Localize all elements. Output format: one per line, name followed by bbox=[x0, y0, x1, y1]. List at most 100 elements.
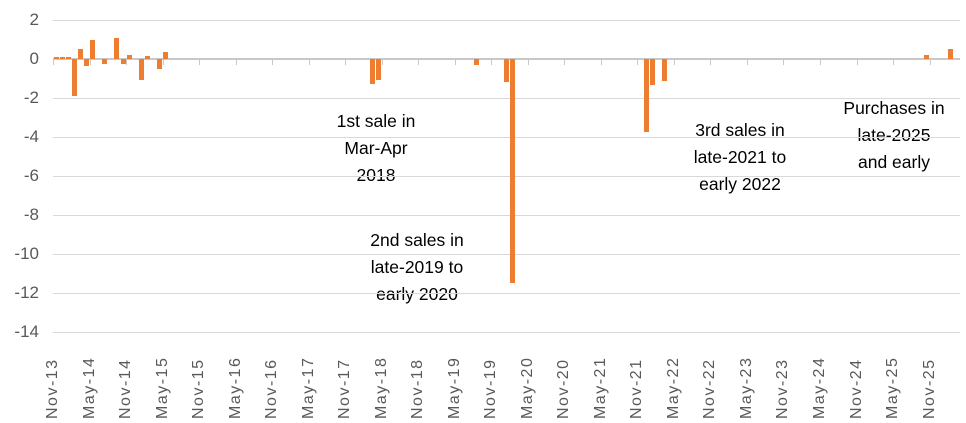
y-axis-label: -2 bbox=[23, 88, 39, 107]
bar bbox=[144, 56, 150, 59]
axis-tick bbox=[893, 60, 895, 65]
axis-tick bbox=[600, 60, 602, 65]
bar bbox=[157, 59, 163, 69]
axis-tick bbox=[418, 60, 420, 65]
axis-tick bbox=[637, 60, 639, 65]
x-axis-label: Nov-18 bbox=[409, 358, 427, 419]
axis-tick bbox=[308, 60, 310, 65]
gridline bbox=[53, 20, 960, 21]
x-axis-label: Nov-24 bbox=[847, 358, 865, 419]
axis-tick bbox=[235, 60, 237, 65]
annotation-first-sale: 1st sale in Mar-Apr 2018 bbox=[266, 108, 486, 189]
annotation-line: 3rd sales in bbox=[695, 120, 785, 140]
x-axis-label: Nov-21 bbox=[628, 358, 646, 419]
bar bbox=[71, 59, 77, 97]
gridline bbox=[53, 98, 960, 99]
bar bbox=[163, 52, 169, 59]
y-axis-label: -4 bbox=[23, 127, 39, 146]
axis-tick bbox=[491, 60, 493, 65]
annotation-line: early 2022 bbox=[699, 174, 781, 194]
bar bbox=[102, 59, 108, 64]
x-axis-label: Nov-22 bbox=[701, 358, 719, 419]
bar bbox=[924, 55, 930, 59]
y-axis-label: -8 bbox=[23, 205, 39, 224]
bar bbox=[59, 57, 65, 59]
x-axis-label: May-24 bbox=[810, 356, 828, 419]
y-axis-label: -14 bbox=[14, 322, 39, 341]
bar bbox=[504, 59, 509, 83]
annotation-line: late-2025 bbox=[857, 125, 931, 145]
axis-tick bbox=[381, 60, 383, 65]
gridline bbox=[53, 332, 960, 333]
bar bbox=[138, 59, 144, 81]
annotation-line: Mar-Apr bbox=[344, 138, 408, 158]
annotation-second-sales: 2nd sales in late-2019 to early 2020 bbox=[307, 227, 527, 308]
x-axis-label: Nov-17 bbox=[336, 358, 354, 419]
annotation-line: late-2021 to bbox=[693, 147, 787, 167]
x-axis-label: May-20 bbox=[518, 356, 536, 419]
annotation-line: Purchases in bbox=[843, 98, 945, 118]
gridline bbox=[53, 254, 960, 255]
bar bbox=[53, 57, 59, 59]
axis-tick bbox=[819, 60, 821, 65]
x-axis-label: May-17 bbox=[299, 356, 317, 419]
axis-tick bbox=[199, 60, 201, 65]
annotation-line: and early bbox=[858, 152, 930, 172]
bar bbox=[90, 39, 96, 59]
axis-tick bbox=[162, 60, 164, 65]
annotation-line: 2nd sales in bbox=[370, 230, 464, 250]
x-axis-label: Nov-19 bbox=[482, 358, 500, 419]
annotation-line: 1st sale in bbox=[336, 111, 416, 131]
x-axis-label: May-25 bbox=[884, 356, 902, 419]
bar bbox=[376, 59, 382, 81]
bar bbox=[650, 59, 656, 86]
x-axis-label: May-16 bbox=[226, 356, 244, 419]
bar bbox=[65, 57, 71, 59]
bar bbox=[77, 49, 83, 59]
annotation-third-sales: 3rd sales in late-2021 to early 2022 bbox=[630, 117, 850, 198]
x-axis-label: Nov-13 bbox=[44, 358, 61, 419]
axis-tick bbox=[126, 60, 128, 65]
bar bbox=[510, 59, 516, 284]
axis-tick bbox=[564, 60, 566, 65]
bar bbox=[370, 59, 376, 85]
axis-tick bbox=[345, 60, 347, 65]
bar bbox=[662, 59, 668, 82]
x-axis-label: Nov-23 bbox=[774, 358, 792, 419]
x-axis-label: Nov-20 bbox=[555, 358, 573, 419]
bar bbox=[948, 49, 954, 59]
gridline bbox=[53, 176, 960, 177]
annotation-line: early 2020 bbox=[376, 284, 458, 304]
annotation-line: late-2019 to bbox=[370, 257, 464, 277]
annotation-line: 2018 bbox=[356, 165, 396, 185]
axis-tick bbox=[527, 60, 529, 65]
axis-tick bbox=[929, 60, 931, 65]
axis-tick bbox=[89, 60, 91, 65]
bar bbox=[644, 59, 649, 133]
x-axis-label: May-22 bbox=[664, 356, 682, 419]
axis-tick bbox=[673, 60, 675, 65]
axis-tick bbox=[454, 60, 456, 65]
bar bbox=[126, 55, 132, 59]
axis-tick bbox=[783, 60, 785, 65]
axis-tick bbox=[856, 60, 858, 65]
x-axis-label: May-15 bbox=[153, 356, 171, 419]
axis-tick bbox=[710, 60, 712, 65]
y-axis-label: -6 bbox=[23, 166, 39, 185]
bar bbox=[120, 59, 126, 64]
y-axis-label: -12 bbox=[14, 283, 39, 302]
bar bbox=[473, 59, 479, 65]
x-axis-label: Nov-15 bbox=[190, 358, 208, 419]
x-axis-label: May-14 bbox=[80, 356, 98, 419]
gridline bbox=[53, 137, 960, 138]
bar bbox=[83, 59, 89, 66]
y-axis-label: 0 bbox=[29, 49, 39, 68]
y-axis-label: 2 bbox=[29, 10, 39, 29]
gridline bbox=[53, 293, 960, 294]
y-axis-label: -10 bbox=[14, 244, 39, 263]
x-axis-label: Nov-16 bbox=[263, 358, 281, 419]
axis-tick bbox=[272, 60, 274, 65]
bar bbox=[114, 37, 120, 59]
axis-tick bbox=[746, 60, 748, 65]
